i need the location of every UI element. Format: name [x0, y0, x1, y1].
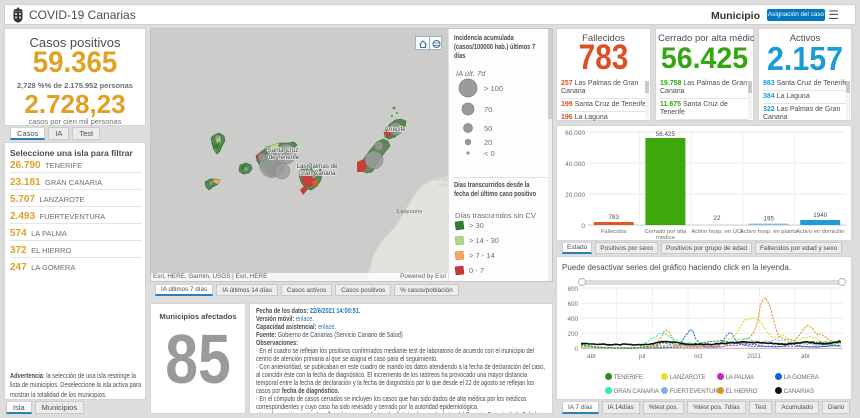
svg-text:800: 800 — [567, 286, 578, 293]
svg-text:783: 783 — [609, 214, 620, 221]
svg-text:> 7 - 14: > 7 - 14 — [469, 251, 495, 260]
svg-text:> 30: > 30 — [469, 221, 484, 230]
svg-text:195: 195 — [763, 216, 774, 223]
svg-text:0 - 7: 0 - 7 — [469, 266, 484, 275]
svg-text:200: 200 — [567, 331, 578, 338]
svg-text:Cerrado por alta: Cerrado por alta — [644, 229, 687, 235]
svg-text:Activo en domicilio: Activo en domicilio — [796, 229, 844, 235]
svg-text:40.000: 40.000 — [565, 161, 585, 168]
svg-text:Arrecife: Arrecife — [384, 126, 406, 133]
svg-text:50: 50 — [484, 124, 492, 133]
svg-text:abr: abr — [587, 353, 596, 360]
svg-text:< 0: < 0 — [484, 149, 495, 158]
svg-text:70: 70 — [484, 105, 492, 114]
svg-text:2021: 2021 — [747, 353, 762, 360]
svg-text:Santa Cruz: Santa Cruz — [268, 147, 299, 154]
svg-text:Gran Canaria: Gran Canaria — [298, 170, 336, 177]
svg-text:56.425: 56.425 — [656, 131, 676, 138]
svg-text:oct: oct — [694, 353, 703, 360]
svg-text:> 14 - 30: > 14 - 30 — [469, 236, 499, 245]
svg-text:de Tenerife: de Tenerife — [269, 154, 300, 161]
svg-text:SAKIA: SAKIA — [438, 182, 452, 187]
svg-text:22: 22 — [713, 215, 721, 222]
svg-text:Activo hosp. en UCI: Activo hosp. en UCI — [691, 229, 743, 235]
svg-text:Laayoune: Laayoune — [397, 209, 422, 215]
svg-text:> 100: > 100 — [484, 84, 503, 93]
svg-text:Las Palmas de: Las Palmas de — [297, 163, 338, 170]
svg-text:médica: médica — [656, 235, 675, 240]
svg-text:60.000: 60.000 — [565, 130, 585, 137]
svg-text:AL AAIUN: AL AAIUN — [435, 177, 457, 182]
svg-text:400: 400 — [567, 316, 578, 323]
svg-text:jul: jul — [638, 353, 645, 360]
svg-text:1940: 1940 — [813, 212, 828, 219]
svg-text:20.000: 20.000 — [565, 192, 585, 199]
svg-text:Fallecidos: Fallecidos — [601, 229, 627, 235]
svg-text:0: 0 — [581, 223, 585, 230]
svg-text:abr: abr — [801, 353, 810, 360]
svg-text:600: 600 — [567, 301, 578, 308]
svg-text:Activo hosp. en planta: Activo hosp. en planta — [740, 229, 798, 235]
svg-text:0: 0 — [574, 346, 578, 353]
svg-text:20: 20 — [484, 138, 492, 147]
